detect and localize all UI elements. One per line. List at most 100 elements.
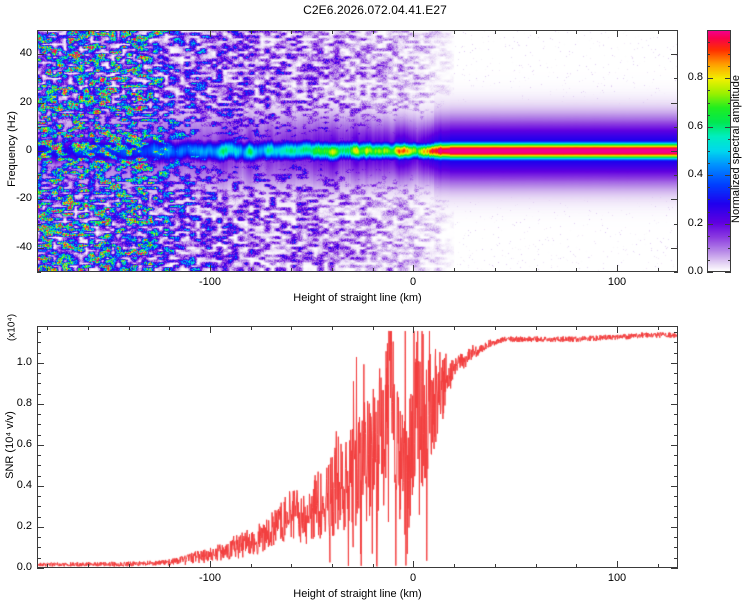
axis-tick — [37, 568, 44, 569]
axis-tick — [728, 30, 731, 31]
axis-tick — [413, 326, 414, 333]
axis-tick-label: 100 — [607, 572, 627, 584]
axis-tick — [674, 342, 678, 343]
axis-tick — [707, 115, 710, 116]
axis-tick — [728, 248, 731, 249]
axis-tick — [47, 268, 48, 272]
axis-tick — [454, 564, 455, 568]
axis-tick — [674, 465, 678, 466]
axis-tick — [728, 54, 731, 55]
axis-tick — [251, 564, 252, 568]
axis-tick — [37, 363, 44, 364]
axis-tick — [495, 564, 496, 568]
axis-tick — [674, 547, 678, 548]
axis-tick — [707, 66, 710, 67]
axis-tick — [671, 151, 678, 152]
axis-tick — [674, 383, 678, 384]
axis-tick — [332, 564, 333, 568]
axis-tick — [37, 272, 41, 273]
axis-tick — [37, 342, 41, 343]
axis-tick — [169, 326, 170, 330]
axis-tick — [169, 268, 170, 272]
axis-tick-label: 0 — [409, 276, 417, 288]
axis-tick — [674, 424, 678, 425]
axis-tick — [728, 139, 731, 140]
axis-tick-label: 1.0 — [16, 356, 32, 368]
axis-tick — [37, 527, 44, 528]
axis-tick — [671, 527, 678, 528]
axis-tick — [671, 54, 678, 55]
axis-tick — [37, 103, 44, 104]
axis-tick — [129, 564, 130, 568]
axis-tick — [707, 42, 710, 43]
axis-tick — [37, 353, 41, 354]
axis-tick — [671, 445, 678, 446]
axis-tick — [373, 326, 374, 330]
spectrogram-panel — [37, 30, 678, 272]
axis-tick — [291, 326, 292, 330]
axis-tick — [210, 326, 211, 333]
axis-tick — [291, 30, 292, 34]
axis-tick — [728, 151, 731, 152]
axis-tick — [728, 163, 731, 164]
axis-tick — [674, 30, 678, 31]
axis-tick-label: 100 — [607, 276, 627, 288]
colorbar-tick-label: 0.0 — [687, 265, 703, 277]
axis-tick — [671, 486, 678, 487]
axis-tick — [291, 564, 292, 568]
axis-tick — [674, 78, 678, 79]
axis-tick — [129, 326, 130, 330]
axis-tick-label: -100 — [198, 276, 222, 288]
axis-tick — [617, 265, 618, 272]
axis-tick — [413, 30, 414, 37]
axis-tick — [671, 568, 678, 569]
axis-tick — [37, 54, 44, 55]
axis-tick — [251, 268, 252, 272]
axis-tick — [129, 30, 130, 34]
axis-tick — [169, 30, 170, 34]
axis-tick — [674, 435, 678, 436]
axis-tick — [47, 564, 48, 568]
axis-tick — [674, 353, 678, 354]
axis-tick — [47, 326, 48, 330]
axis-tick — [495, 326, 496, 330]
axis-tick — [728, 66, 731, 67]
axis-tick — [37, 476, 41, 477]
snr-x-axis-title: Height of straight line (km) — [293, 588, 422, 600]
axis-tick — [88, 326, 89, 330]
snr-panel — [37, 326, 678, 568]
axis-tick — [671, 103, 678, 104]
axis-tick — [495, 30, 496, 34]
axis-tick — [728, 199, 731, 200]
axis-tick — [671, 199, 678, 200]
axis-tick — [707, 54, 710, 55]
axis-tick — [37, 537, 41, 538]
snr-y-exponent-label: (x10⁴) — [6, 313, 18, 342]
axis-tick — [37, 373, 41, 374]
axis-tick — [674, 127, 678, 128]
axis-tick — [707, 212, 710, 213]
axis-tick — [728, 212, 731, 213]
axis-tick — [536, 30, 537, 34]
axis-tick — [210, 30, 211, 37]
axis-tick — [291, 268, 292, 272]
spectrogram-image — [38, 31, 677, 271]
axis-tick — [725, 78, 731, 79]
axis-tick — [707, 224, 713, 225]
axis-tick — [88, 30, 89, 34]
snr-line-plot — [38, 327, 677, 567]
axis-tick — [536, 326, 537, 330]
axis-tick — [37, 151, 44, 152]
axis-tick — [728, 260, 731, 261]
spectrogram-x-axis-title: Height of straight line (km) — [293, 292, 422, 304]
axis-tick — [88, 564, 89, 568]
axis-tick — [707, 127, 713, 128]
axis-tick — [576, 30, 577, 34]
axis-tick — [728, 103, 731, 104]
axis-tick — [536, 564, 537, 568]
axis-tick — [37, 424, 41, 425]
axis-tick — [674, 558, 678, 559]
axis-tick — [674, 332, 678, 333]
axis-tick — [37, 394, 41, 395]
axis-tick — [37, 199, 44, 200]
